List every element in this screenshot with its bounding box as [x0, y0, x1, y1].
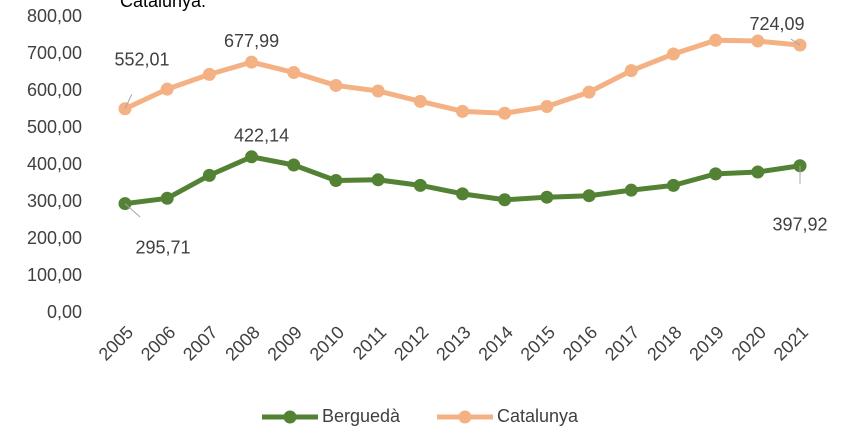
marker [624, 183, 638, 197]
legend-label: Berguedà [322, 406, 401, 426]
marker [413, 94, 427, 108]
marker [245, 150, 259, 164]
x-tick-label: 2015 [517, 322, 559, 364]
marker [371, 84, 385, 98]
data-label: 724,09 [749, 14, 804, 34]
data-label: 677,99 [224, 31, 279, 51]
leader-line [124, 203, 141, 218]
x-tick-label: 2018 [643, 322, 685, 364]
marker [666, 178, 680, 192]
marker [287, 66, 301, 79]
y-tick-label: 500,00 [27, 117, 82, 137]
x-tick-label: 2013 [432, 322, 474, 364]
marker [202, 168, 216, 182]
data-label: 422,14 [234, 126, 289, 146]
data-label: 397,92 [772, 215, 827, 235]
y-tick-label: 400,00 [27, 154, 82, 174]
x-tick-label: 2008 [221, 322, 263, 364]
marker [329, 174, 343, 188]
marker [751, 165, 765, 179]
marker [666, 47, 680, 61]
y-tick-label: 0,00 [47, 302, 82, 322]
data-label: 552,01 [114, 50, 169, 70]
marker [160, 191, 174, 205]
marker [287, 158, 301, 172]
marker [582, 85, 596, 99]
y-tick-label: 300,00 [27, 191, 82, 211]
marker [624, 64, 638, 78]
y-tick-label: 800,00 [27, 6, 82, 26]
marker [582, 189, 596, 203]
marker [329, 78, 343, 92]
x-tick-label: 2014 [474, 322, 516, 364]
x-tick-label: 2011 [349, 322, 391, 364]
marker [709, 33, 723, 47]
x-tick-label: 2017 [601, 322, 643, 364]
x-tick-label: 2021 [770, 322, 812, 364]
chart-title: Catalunya. [120, 0, 206, 11]
marker [709, 167, 723, 181]
marker [540, 190, 554, 204]
x-tick-label: 2007 [179, 322, 221, 364]
x-tick-label: 2005 [95, 322, 137, 364]
marker [751, 34, 765, 48]
marker [245, 55, 259, 69]
x-tick-label: 2016 [559, 322, 601, 364]
y-tick-label: 100,00 [27, 265, 82, 285]
leader-line [124, 94, 133, 109]
legend-label: Catalunya [497, 406, 579, 426]
marker [456, 104, 469, 118]
marker [498, 106, 512, 120]
x-tick-label: 2006 [137, 322, 179, 364]
data-label: 295,71 [135, 237, 190, 257]
marker [540, 100, 554, 114]
marker [413, 178, 427, 192]
marker [456, 187, 469, 201]
marker [371, 173, 385, 187]
marker [160, 82, 174, 96]
x-tick-label: 2012 [390, 322, 432, 364]
y-tick-label: 600,00 [27, 80, 82, 100]
x-tick-label: 2010 [306, 322, 348, 364]
marker [498, 193, 512, 207]
legend-marker [283, 410, 297, 424]
legend-marker [458, 410, 472, 424]
series-line [123, 37, 801, 116]
leader-line [790, 38, 801, 46]
x-tick-label: 2009 [263, 322, 305, 364]
x-tick-label: 2019 [685, 322, 727, 364]
y-tick-label: 700,00 [27, 43, 82, 63]
x-tick-label: 2020 [728, 322, 770, 364]
marker [202, 67, 216, 81]
y-tick-label: 200,00 [27, 228, 82, 248]
